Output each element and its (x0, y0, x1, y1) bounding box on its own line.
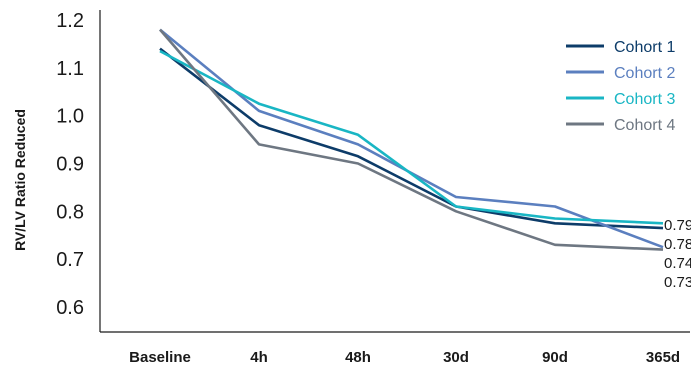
x-tick-label: 4h (250, 349, 268, 366)
y-tick-label: 1.1 (56, 58, 84, 80)
y-tick-label: 1.2 (56, 10, 84, 32)
y-tick-label: 0.6 (56, 297, 84, 319)
chart-axes (99, 10, 690, 333)
x-axis-ticks: Baseline 4h 48h 30d 90d 365d (129, 349, 680, 366)
legend: Cohort 1 Cohort 2 Cohort 3 Cohort 4 (566, 39, 675, 134)
end-value-label: 0.73 (664, 274, 691, 291)
legend-label: Cohort 1 (614, 39, 675, 56)
x-tick-label: Baseline (129, 349, 191, 366)
series-line-1 (159, 47, 664, 230)
y-axis-label: RV/LV Ratio Reduced (12, 109, 28, 251)
x-tick-label: 90d (542, 349, 568, 366)
series-line-4 (159, 28, 664, 251)
series-line-2 (159, 28, 664, 249)
end-value-label: 0.78 (664, 236, 691, 253)
x-tick-label: 30d (443, 349, 469, 366)
legend-label: Cohort 3 (614, 91, 675, 108)
x-tick-label: 365d (646, 349, 680, 366)
y-tick-label: 0.8 (56, 201, 84, 223)
series-line-3 (159, 49, 664, 225)
end-value-label: 0.79 (664, 217, 691, 234)
end-value-label: 0.74 (664, 255, 691, 272)
y-tick-label: 0.7 (56, 249, 84, 271)
end-value-labels: 0.79 0.78 0.74 0.73 (664, 217, 691, 291)
y-tick-label: 1.0 (56, 106, 84, 128)
series-lines (159, 28, 664, 251)
legend-label: Cohort 2 (614, 65, 675, 82)
x-tick-label: 48h (345, 349, 371, 366)
y-tick-label: 0.9 (56, 154, 84, 176)
legend-label: Cohort 4 (614, 117, 675, 134)
y-axis-ticks: 0.6 0.7 0.8 0.9 1.0 1.1 1.2 (56, 10, 84, 319)
